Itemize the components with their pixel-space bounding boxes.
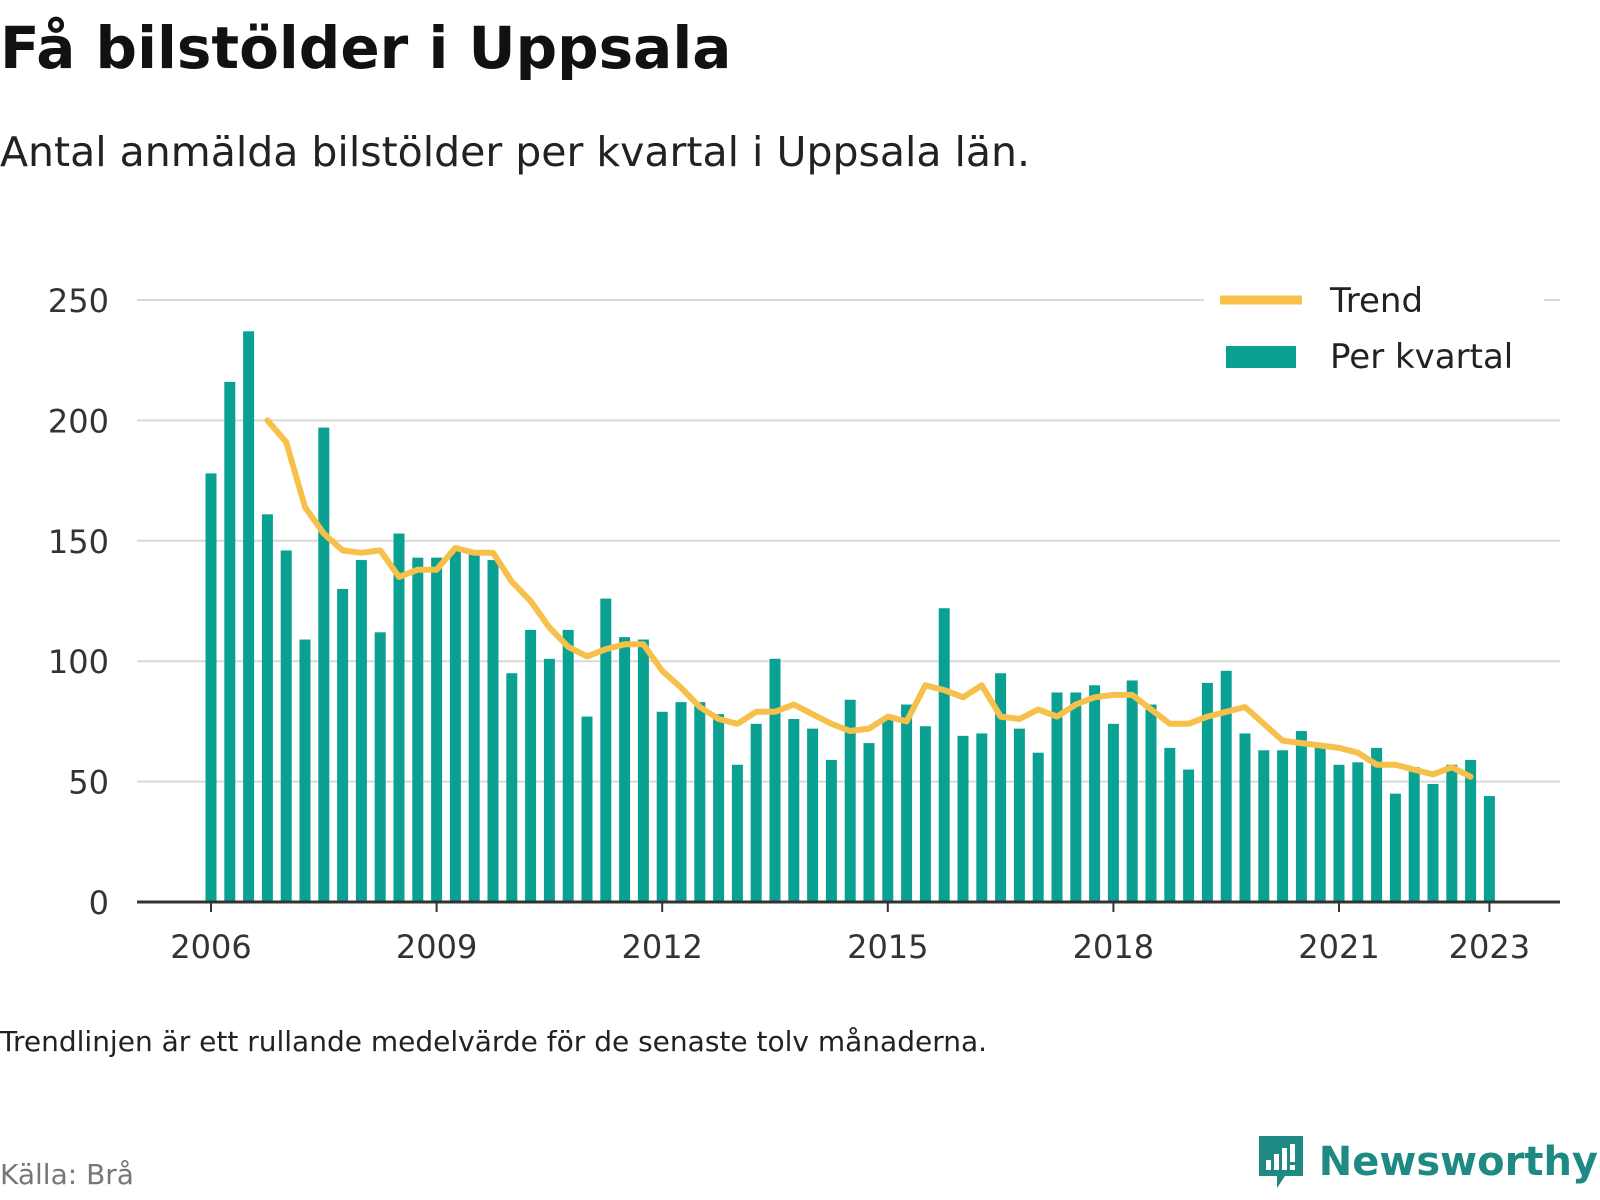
bar [750,723,762,902]
bar [1427,784,1439,902]
x-tick-label: 2021 [1298,928,1379,966]
bar [844,699,856,902]
bar [619,637,631,902]
bar [337,588,349,902]
bar [525,629,537,902]
bar [1145,704,1157,902]
bar [1239,733,1251,902]
bar [506,673,518,902]
footnote: Trendlinjen är ett rullande medelvärde f… [0,1025,988,1058]
bar [1126,680,1138,902]
bar [261,514,273,902]
legend-swatch-per-kvartal [1226,346,1296,368]
bar-line-chart: 0 50 100 150 200 250 2006 2009 2012 2015 2018 2021… [48,268,1560,966]
source-label: Källa: Brå [0,1158,134,1191]
bar [656,711,668,902]
bar [863,743,875,902]
bar [431,557,443,902]
legend-label-trend: Trend [1329,281,1423,321]
bar [713,714,725,902]
bar [1107,723,1119,902]
bar [1089,685,1101,902]
bar [1032,752,1044,902]
bar [393,533,405,902]
bar [731,764,743,902]
x-tick-label: 2012 [621,928,702,966]
bar [1352,762,1364,902]
bar [562,629,574,902]
bar [1201,682,1213,902]
chart-title: Få bilstölder i Uppsala [0,14,732,82]
bar [1333,764,1345,902]
bar [318,427,330,902]
bar [1371,747,1383,902]
bar [788,718,800,902]
bar [374,632,386,902]
bar [1465,759,1477,902]
x-axis: 2006 2009 2012 2015 2018 2021 2023 [137,900,1560,966]
bar [581,716,593,902]
bar [938,608,950,902]
bar [600,598,612,902]
newsworthy-logo: Newsworthy [1255,1132,1598,1192]
y-tick-label: 150 [48,523,109,561]
bar [280,550,292,902]
bar [299,639,311,902]
bar [807,728,819,902]
bar [995,673,1007,902]
bar [637,639,649,902]
bar [543,658,555,902]
y-tick-label: 250 [48,282,109,320]
chart-subtitle: Antal anmälda bilstölder per kvartal i U… [0,128,1031,176]
bar [882,716,894,902]
bar [1314,745,1326,902]
y-tick-label: 200 [48,402,109,440]
y-tick-label: 0 [89,884,109,922]
bar [675,702,687,902]
bar [919,726,931,902]
x-tick-label: 2015 [847,928,928,966]
bar [769,658,781,902]
y-tick-label: 50 [68,764,109,802]
bar [205,473,217,902]
bar [1013,728,1025,902]
bar [468,550,480,902]
x-tick-label: 2018 [1073,928,1154,966]
bar [243,331,255,902]
bar [1220,670,1232,902]
y-axis-labels: 0 50 100 150 200 250 [48,282,109,922]
bar [449,550,461,902]
bar [355,560,367,902]
bar [1483,796,1495,902]
bar [1277,750,1289,902]
newsworthy-logo-icon [1258,1136,1303,1188]
y-tick-label: 100 [48,643,109,681]
bar [1183,769,1195,902]
trend-line [264,417,1474,780]
bar [1408,767,1420,902]
bar [1164,747,1176,902]
bar [957,735,969,902]
bar [1389,793,1401,902]
x-tick-label: 2006 [170,928,251,966]
bar [1446,764,1458,902]
legend-label-per-kvartal: Per kvartal [1330,337,1513,377]
bar [694,702,706,902]
bar [487,560,499,902]
bar [1258,750,1270,902]
bar [224,381,236,902]
x-tick-label: 2023 [1449,928,1530,966]
bar [825,759,837,902]
bar [1070,692,1082,902]
bar [412,557,424,902]
trend-line-group [264,417,1474,780]
bars-per-kvartal [205,331,1495,902]
bar [1295,731,1307,902]
brand-name: Newsworthy [1318,1139,1598,1185]
bar [901,704,913,902]
x-tick-label: 2009 [396,928,477,966]
legend: Trend Per kvartal [1204,268,1544,378]
bar [976,733,988,902]
bar [1051,692,1063,902]
